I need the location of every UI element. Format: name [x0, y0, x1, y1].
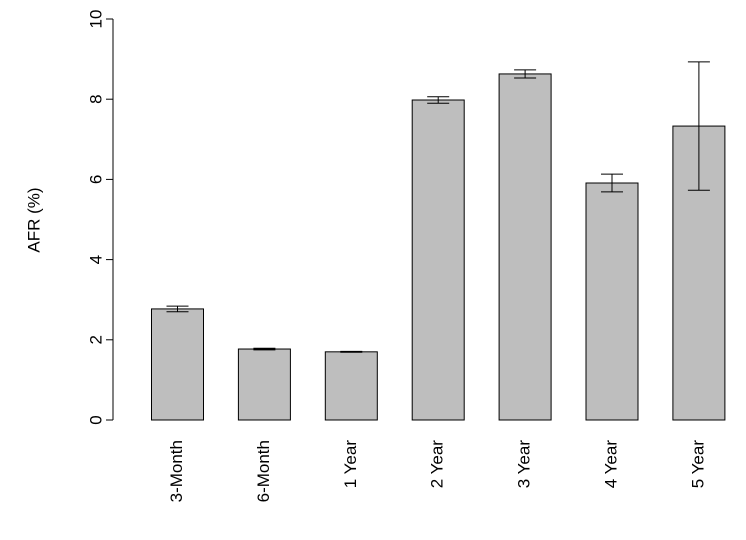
error-bar	[687, 61, 710, 191]
y-tick-label: 2	[86, 335, 105, 344]
error-bar	[514, 69, 537, 79]
y-tick-label: 8	[86, 94, 105, 103]
error-bar	[601, 173, 623, 193]
x-tick-label: 2 Year	[428, 440, 447, 489]
x-tick-label: 4 Year	[601, 440, 620, 489]
bar	[324, 351, 378, 421]
bar	[237, 348, 291, 421]
x-tick-label: 6-Month	[254, 440, 273, 502]
y-tick-label: 6	[86, 175, 105, 184]
error-bar	[427, 96, 450, 104]
error-bar	[340, 350, 363, 353]
bar	[411, 99, 465, 421]
bar	[585, 182, 639, 421]
y-tick-label: 10	[86, 10, 105, 29]
bar	[498, 73, 552, 421]
y-tick-label: 0	[86, 415, 105, 424]
error-bar	[253, 347, 276, 351]
x-tick-label: 3-Month	[167, 440, 186, 502]
bar	[151, 308, 204, 421]
x-tick-label: 3 Year	[515, 440, 534, 489]
error-bar	[166, 305, 189, 313]
x-tick-label: 5 Year	[688, 440, 707, 489]
y-tick-label: 4	[86, 255, 105, 264]
x-tick-label: 1 Year	[341, 440, 360, 489]
y-axis-label: AFR (%)	[24, 187, 43, 252]
